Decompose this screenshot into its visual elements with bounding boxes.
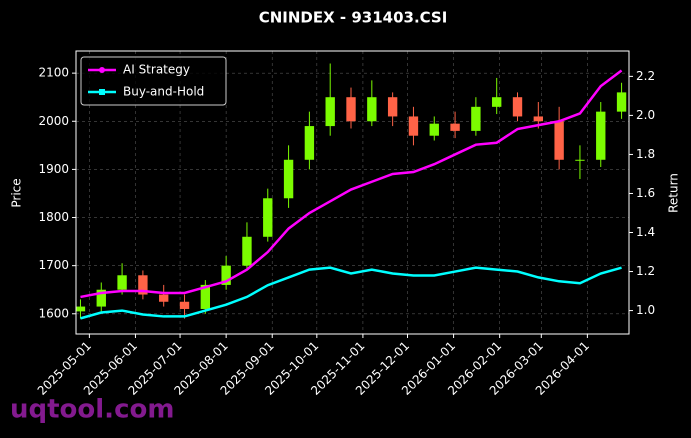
- candle-body: [492, 97, 502, 107]
- candle: [263, 188, 273, 242]
- y-tick-label: 2100: [38, 66, 69, 80]
- y2-tick-label: 1.6: [636, 186, 655, 200]
- y2-tick-label: 2.0: [636, 108, 655, 122]
- y2-axis-label: Return: [667, 173, 681, 213]
- candle: [596, 102, 606, 167]
- candle: [492, 77, 502, 115]
- candle: [387, 92, 398, 127]
- candle: [616, 82, 627, 119]
- y-tick-label: 1900: [38, 162, 69, 176]
- candle: [200, 280, 211, 314]
- candle-body: [159, 294, 169, 302]
- candle: [471, 97, 481, 136]
- candle: [138, 270, 148, 300]
- candle: [450, 111, 460, 139]
- candle: [96, 282, 106, 312]
- line-series: [80, 266, 622, 320]
- candle-body: [387, 97, 398, 117]
- legend-label: AI Strategy: [123, 63, 190, 77]
- y-tick-label: 1600: [38, 306, 69, 320]
- candle-body: [325, 97, 335, 127]
- candle: [117, 263, 127, 295]
- candle: [179, 294, 190, 319]
- candle: [575, 145, 585, 180]
- watermark: uqtool.com: [10, 395, 174, 425]
- y2-tick-label: 1.8: [636, 147, 655, 161]
- candle-body: [408, 116, 419, 136]
- candle: [367, 80, 377, 127]
- candle-body: [75, 306, 86, 312]
- candle-body: [96, 289, 106, 307]
- candle: [346, 87, 356, 129]
- candle-body: [554, 121, 564, 160]
- candle-body: [367, 97, 377, 122]
- candle: [304, 111, 315, 170]
- y-tick-label: 1800: [38, 210, 69, 224]
- line-series: [80, 69, 623, 299]
- plot-frame: [75, 50, 630, 335]
- candle-body: [429, 123, 439, 136]
- y-tick-label: 2000: [38, 114, 69, 128]
- candle-body: [512, 97, 523, 117]
- legend-marker: [99, 89, 105, 95]
- candle-body: [596, 111, 606, 160]
- candle: [221, 256, 231, 290]
- candle-body: [304, 126, 315, 160]
- candle: [159, 284, 169, 307]
- candle: [429, 116, 439, 141]
- y2-tick-label: 1.2: [636, 264, 655, 278]
- candle: [242, 222, 252, 271]
- candle-body: [221, 265, 231, 285]
- candle-body: [200, 284, 211, 309]
- candle-body: [616, 92, 627, 112]
- candle: [408, 106, 419, 146]
- y2-tick-label: 2.2: [636, 69, 655, 83]
- candle: [554, 106, 564, 170]
- candle-body: [263, 198, 273, 237]
- candle-body: [117, 275, 127, 290]
- candle-body: [346, 97, 356, 122]
- candle-body: [138, 275, 148, 295]
- y-axis-label: Price: [10, 178, 24, 207]
- candle-body: [242, 236, 252, 266]
- candle-body: [450, 123, 460, 131]
- candle: [283, 145, 294, 208]
- candle: [325, 63, 335, 136]
- chart-title: CNINDEX - 931403.CSI: [259, 9, 448, 27]
- candle-body: [575, 159, 585, 161]
- legend-box: [80, 56, 227, 106]
- legend-marker: [99, 67, 105, 73]
- candle-body: [471, 106, 481, 131]
- legend: AI Strategy Buy-and-Hold: [80, 56, 227, 106]
- candle: [75, 299, 86, 319]
- candle-body: [533, 116, 544, 122]
- y-tick-label: 1700: [38, 258, 69, 272]
- y2-tick-label: 1.0: [636, 303, 655, 317]
- candle-body: [179, 301, 190, 309]
- candle: [512, 92, 523, 122]
- y2-tick-label: 1.4: [636, 225, 655, 239]
- legend-label: Buy-and-Hold: [123, 85, 204, 99]
- candle-body: [283, 159, 294, 199]
